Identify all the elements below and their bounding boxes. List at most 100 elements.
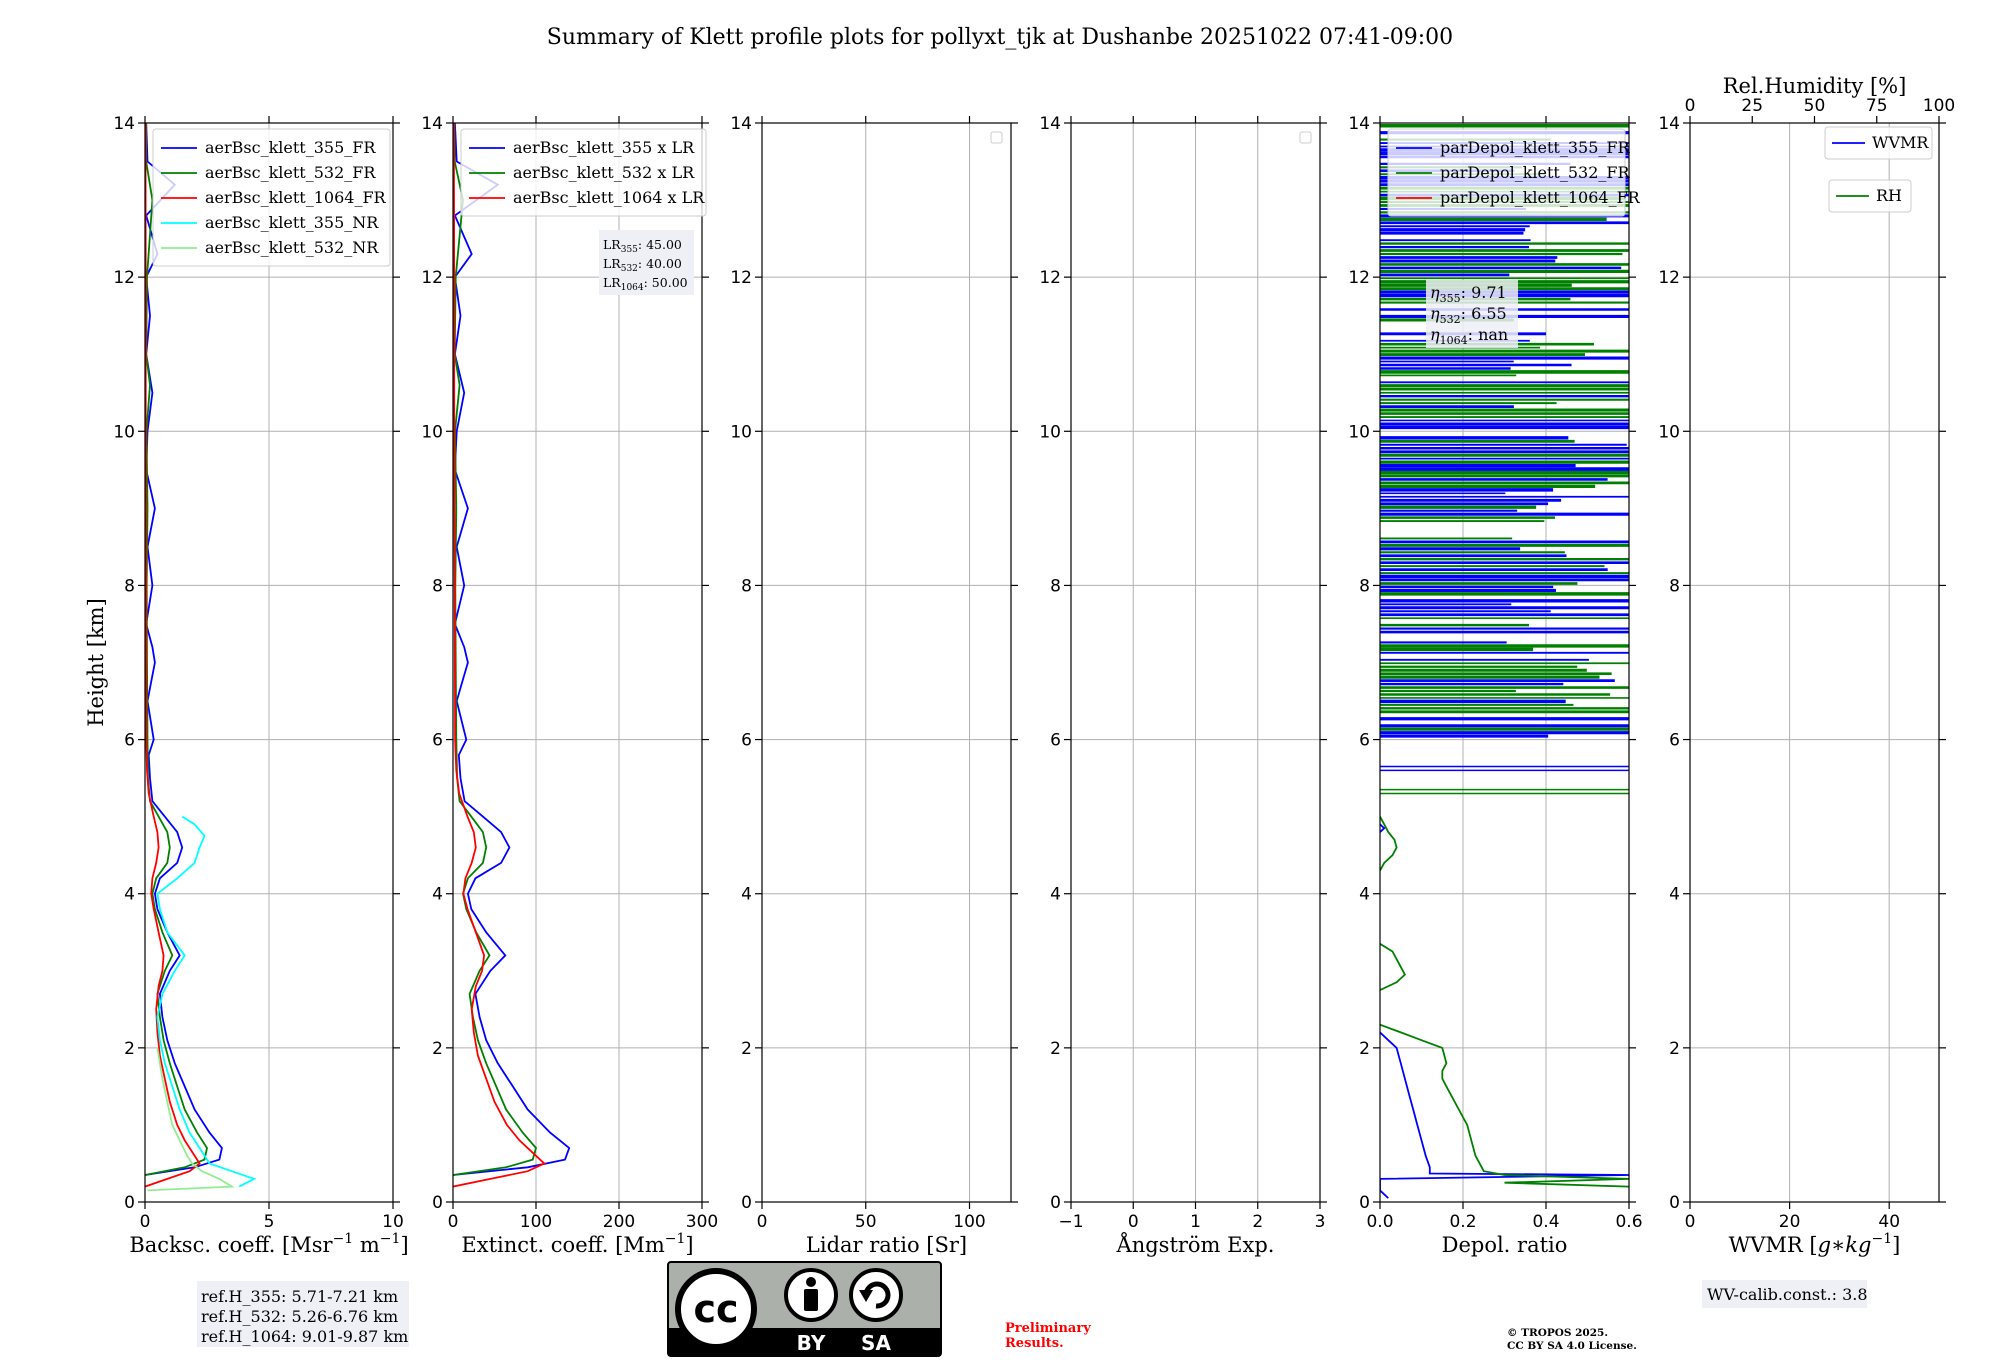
y-tick-label: 8 xyxy=(1050,576,1061,596)
series-line-aerBsc_klett_532_NR xyxy=(147,1047,235,1192)
x-axis-label-end: ] xyxy=(400,1233,408,1257)
y-tick-label: 12 xyxy=(421,268,443,288)
top-x-tick-label: 25 xyxy=(1741,96,1763,116)
y-tick-label: 2 xyxy=(1669,1039,1680,1059)
empty-legend-box xyxy=(990,131,1003,144)
lidar-ratio-line: LR355: 45.00 xyxy=(603,237,682,255)
y-tick-label: 10 xyxy=(1348,422,1370,442)
ref-height-box xyxy=(197,1281,409,1347)
x-axis-label: Extinct. coeff. [Mm−1] xyxy=(461,1231,693,1257)
y-tick-label: 14 xyxy=(421,114,443,134)
x-tick-label: 0.0 xyxy=(1366,1212,1393,1232)
x-tick-label: 0.4 xyxy=(1532,1212,1559,1232)
panel-depol: 0 2 4 6 8 10 12 14 0.0 0.2 0.4 0.6 Depol. ratio parDe… xyxy=(1348,114,1642,1257)
x-axis-label-part: m xyxy=(353,1233,380,1257)
sa-label: SA xyxy=(861,1331,891,1355)
y-tick-label: 0 xyxy=(1359,1193,1370,1213)
legend-label: aerBsc_klett_355 x LR xyxy=(513,138,695,157)
y-tick-label: 12 xyxy=(1348,268,1370,288)
legend-label: parDepol_klett_1064_FR xyxy=(1440,188,1641,207)
legend-label: parDepol_klett_532_FR xyxy=(1440,163,1631,182)
eta-value: : 9.71 xyxy=(1461,283,1507,302)
y-tick-label: 14 xyxy=(113,114,135,134)
x-axis-label-sup: −1 xyxy=(380,1231,401,1247)
y-tick-label: 6 xyxy=(1050,731,1061,751)
ref-height-line: ref.H_532: 5.26-6.76 km xyxy=(201,1307,398,1326)
y-tick-label: 10 xyxy=(113,422,135,442)
x-axis-label-end: ] xyxy=(1892,1233,1900,1257)
x-tick-label: 20 xyxy=(1779,1212,1801,1232)
y-tick-label: 0 xyxy=(432,1193,443,1213)
series-line-parDepol_klett_532_FR xyxy=(1380,1023,1629,1188)
legend-label: parDepol_klett_355_FR xyxy=(1440,138,1631,157)
y-tick-label: 12 xyxy=(113,268,135,288)
x-tick-label: 3 xyxy=(1315,1212,1326,1232)
eta-line: η1064: nan xyxy=(1430,325,1508,347)
x-tick-label: 0 xyxy=(140,1212,151,1232)
by-person-body xyxy=(804,1289,818,1311)
lidar-ratio-value: : 50.00 xyxy=(644,275,688,290)
ref-height-line: ref.H_355: 5.71-7.21 km xyxy=(201,1287,398,1306)
lidar-ratio-sub: 355 xyxy=(621,245,638,255)
y-tick-label: 14 xyxy=(1039,114,1061,134)
series-group xyxy=(145,123,257,1192)
legend-label: RH xyxy=(1876,186,1902,205)
series-line-aerBsc_klett_1064 x LR xyxy=(453,123,546,1188)
y-tick-label: 4 xyxy=(741,885,752,905)
y-tick-label: 12 xyxy=(730,268,752,288)
x-tick-label: 10 xyxy=(382,1212,404,1232)
x-tick-label: 100 xyxy=(953,1212,985,1232)
preliminary-line-2: Results. xyxy=(1005,1336,1064,1351)
series-line-aerBsc_klett_355_NR xyxy=(156,815,257,1188)
legend-label: aerBsc_klett_1064_FR xyxy=(205,188,387,207)
x-tick-label: 0 xyxy=(1128,1212,1139,1232)
sa-arrowhead xyxy=(859,1290,873,1302)
y-tick-label: 2 xyxy=(741,1039,752,1059)
x-axis-label: Lidar ratio [Sr] xyxy=(806,1233,967,1257)
eta-box xyxy=(1426,280,1518,348)
legend-label: aerBsc_klett_355_FR xyxy=(205,138,376,157)
y-tick-label: 2 xyxy=(124,1039,135,1059)
x-axis-label: Depol. ratio xyxy=(1442,1233,1568,1257)
y-tick-label: 14 xyxy=(730,114,752,134)
x-axis-label: WVMR [g∗kg−1] xyxy=(1729,1231,1901,1257)
lidar-ratio-line: LR532: 40.00 xyxy=(603,256,682,274)
by-label: BY xyxy=(797,1331,826,1355)
series-line-aerBsc_klett_532_FR xyxy=(145,123,208,1176)
legend-label: aerBsc_klett_532 x LR xyxy=(513,163,695,182)
y-tick-label: 10 xyxy=(730,422,752,442)
y-tick-label: 0 xyxy=(741,1193,752,1213)
y-axis-label: Height [km] xyxy=(84,598,108,727)
legend-label: aerBsc_klett_532_NR xyxy=(205,238,379,257)
top-x-tick-label: 100 xyxy=(1923,96,1955,116)
eta-prefix: η xyxy=(1430,325,1440,344)
series-line-parDepol_klett_355_FR xyxy=(1380,1031,1629,1199)
y-tick-label: 10 xyxy=(1658,422,1680,442)
copyright-line-1: © TROPOS 2025. xyxy=(1507,1327,1608,1339)
x-tick-label: −1 xyxy=(1058,1212,1083,1232)
y-tick-label: 12 xyxy=(1658,268,1680,288)
top-x-tick-label: 50 xyxy=(1804,96,1826,116)
legend-label: aerBsc_klett_355_NR xyxy=(205,213,379,232)
x-tick-label: 1 xyxy=(1190,1212,1201,1232)
y-tick-label: 14 xyxy=(1348,114,1370,134)
lidar-ratio-sub: 532 xyxy=(621,264,638,274)
cc-icon-label: cc xyxy=(693,1287,738,1331)
y-tick-label: 14 xyxy=(1658,114,1680,134)
y-tick-label: 2 xyxy=(1050,1039,1061,1059)
eta-value: : 6.55 xyxy=(1461,304,1507,323)
x-tick-label: 50 xyxy=(855,1212,877,1232)
x-tick-label: 0.2 xyxy=(1449,1212,1476,1232)
sa-arrow xyxy=(863,1281,891,1309)
empty-legend-box xyxy=(1299,131,1312,144)
figure-title: Summary of Klett profile plots for polly… xyxy=(547,25,1453,50)
axes-frame xyxy=(452,122,703,1203)
y-tick-label: 4 xyxy=(432,885,443,905)
x-tick-label: 0 xyxy=(1685,1212,1696,1232)
y-tick-label: 6 xyxy=(1359,731,1370,751)
series-group xyxy=(453,123,571,1188)
